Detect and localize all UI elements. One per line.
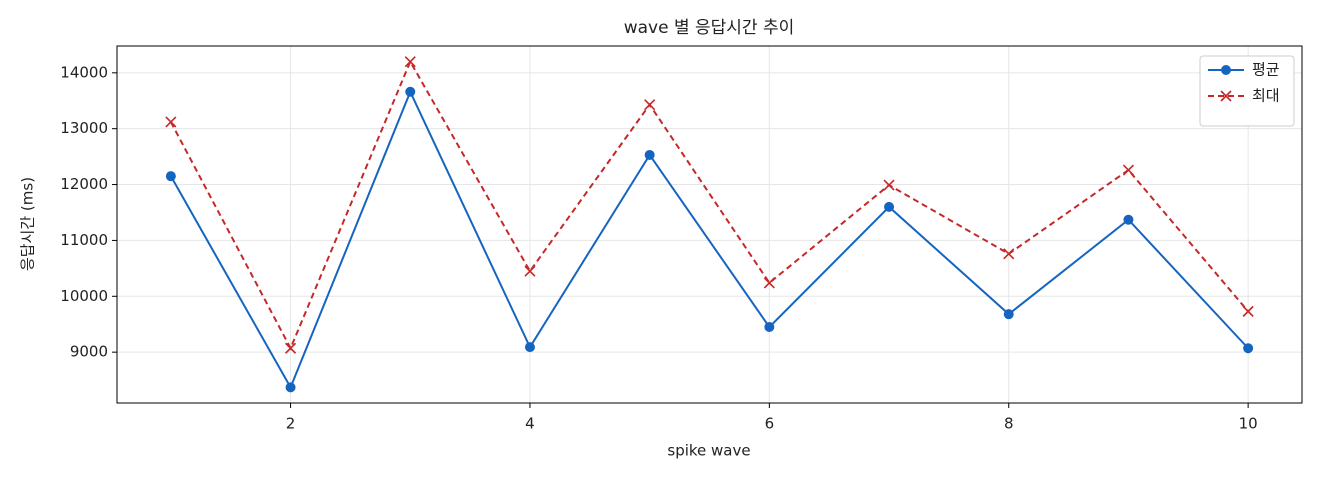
legend-label: 평균 [1252, 61, 1280, 79]
x-tick-label: 2 [286, 415, 296, 433]
marker [1242, 305, 1254, 317]
marker [404, 56, 416, 68]
chart-title: wave 별 응답시간 추이 [624, 18, 795, 38]
marker [1123, 214, 1134, 225]
marker [883, 179, 895, 191]
y-tick-label: 14000 [60, 63, 108, 81]
plot-frame [116, 45, 1303, 404]
x-tick-label: 8 [1004, 415, 1014, 433]
marker [285, 382, 296, 393]
y-tick-label: 12000 [60, 175, 108, 193]
y-tick-label: 11000 [60, 231, 108, 249]
marker [1122, 164, 1135, 176]
x-tick-label: 4 [525, 415, 535, 433]
series-line [169, 59, 1249, 351]
x-tick-label: 6 [765, 415, 775, 433]
marker [1003, 309, 1014, 320]
marker [1220, 90, 1232, 102]
marker [1221, 65, 1231, 75]
marker [764, 322, 775, 333]
marker [284, 342, 297, 354]
marker [524, 342, 535, 353]
y-tick-label: 9000 [70, 343, 108, 361]
marker [884, 201, 895, 212]
y-tick-label: 10000 [60, 287, 108, 305]
legend-box [1199, 55, 1295, 127]
marker [644, 149, 655, 160]
x-axis-label: spike wave [667, 442, 750, 460]
marker [1243, 343, 1254, 354]
marker [644, 99, 656, 111]
y-tick-label: 13000 [60, 119, 108, 137]
series-line [169, 89, 1249, 390]
x-tick-label: 10 [1239, 415, 1258, 433]
legend-label: 최대 [1252, 87, 1280, 105]
marker [405, 86, 416, 97]
marker [1003, 248, 1015, 260]
marker [165, 171, 176, 182]
marker [165, 116, 177, 128]
y-axis-label: 응답시간 (ms) [19, 177, 37, 271]
marker [524, 265, 536, 277]
marker [763, 277, 775, 289]
